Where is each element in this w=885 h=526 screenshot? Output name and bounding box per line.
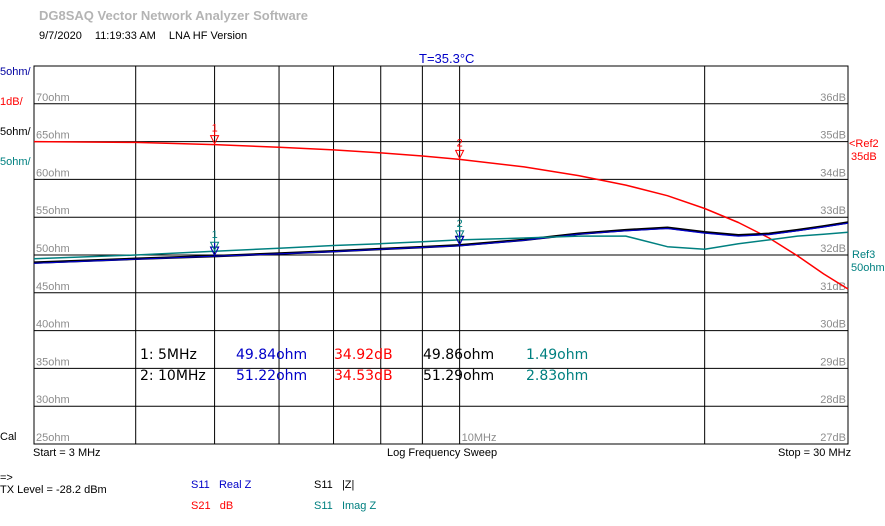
legend-param: S21 <box>191 500 211 512</box>
left-tick-label: 60ohm <box>36 167 70 179</box>
marker-2-label: 2 <box>457 218 463 230</box>
cal-label[interactable]: Cal <box>0 431 17 443</box>
right-tick-label: 29dB <box>820 356 846 368</box>
left-tick-label: 45ohm <box>36 281 70 293</box>
right-tick-label: 36dB <box>820 92 846 104</box>
app-title: DG8SAQ Vector Network Analyzer Software <box>39 8 308 23</box>
time-label: 11:19:33 AM <box>94 30 156 42</box>
legend-s11-absz[interactable]: S11 |Z| <box>314 479 354 491</box>
legend-s11-imagz[interactable]: S11 Imag Z <box>314 500 376 512</box>
marker-readout-absz: 49.86ohm <box>423 347 494 363</box>
left-scale-absz[interactable]: 5ohm/ <box>0 126 31 138</box>
right-tick-label: 32dB <box>820 243 846 255</box>
marker-readout-realz: 51.22ohm <box>236 368 307 384</box>
marker-readout-imagz: 1.49ohm <box>526 347 588 363</box>
start-frequency-label[interactable]: Start = 3 MHz <box>33 447 101 459</box>
x-tick-label: 10MHz <box>462 432 497 444</box>
arrow-indicator: => <box>0 472 13 484</box>
marker-readout-freq: 5MHz <box>158 347 197 363</box>
sweep-type-label[interactable]: Log Frequency Sweep <box>387 447 498 459</box>
right-tick-label: 27dB <box>820 432 846 444</box>
version-label: LNA HF Version <box>168 30 248 42</box>
ref2-value: 35dB <box>851 151 877 163</box>
left-tick-label: 55ohm <box>36 205 70 217</box>
meta-line: 9/7/2020 11:19:33 AM LNA HF Version <box>39 30 257 42</box>
marker-readout-marker: 2: <box>140 368 154 384</box>
right-tick-label: 34dB <box>820 167 846 179</box>
left-scale-s21[interactable]: 1dB/ <box>0 96 23 108</box>
legend-name: |Z| <box>341 479 355 491</box>
marker-readout-table: 1: 5MHz 49.84ohm 49.86ohm 34.92dB 1.49ohm 2: 10… <box>140 347 588 384</box>
right-tick-label: 33dB <box>820 205 846 217</box>
right-tick-label: 30dB <box>820 319 846 331</box>
ref3-value: 50ohm <box>851 262 885 274</box>
legend-param: S11 <box>191 479 210 491</box>
legend-param: S11 <box>314 479 333 491</box>
marker-readout-imagz: 2.83ohm <box>526 368 588 384</box>
temperature-label: T=35.3°C <box>419 51 475 66</box>
marker-1-label: 1 <box>212 229 218 241</box>
marker-2-label: 2 <box>457 137 463 149</box>
right-tick-label: 35dB <box>820 130 846 142</box>
marker-readout-s21: 34.53dB <box>334 368 393 384</box>
marker-readout-marker: 1: <box>140 347 154 363</box>
right-tick-label: 28dB <box>820 394 846 406</box>
legend-name: Real Z <box>218 479 252 491</box>
marker-readout-absz: 51.29ohm <box>423 368 494 384</box>
left-tick-label: 35ohm <box>36 356 70 368</box>
tx-level-label[interactable]: TX Level = -28.2 dBm <box>0 484 107 496</box>
marker-readout-s21: 34.92dB <box>334 347 393 363</box>
left-tick-label: 70ohm <box>36 92 70 104</box>
left-tick-label: 25ohm <box>36 432 70 444</box>
legend-s11-realz[interactable]: S11 Real Z <box>191 479 251 491</box>
date-label: 9/7/2020 <box>39 30 82 42</box>
ref2-label: <Ref2 <box>849 138 879 150</box>
trace-s21-db <box>33 140 849 290</box>
marker-1-label: 1 <box>212 123 218 135</box>
left-tick-label: 40ohm <box>36 319 70 331</box>
legend-param: S11 <box>314 500 333 512</box>
left-scale-imagz[interactable]: 5ohm/ <box>0 156 31 168</box>
legend-s21-db[interactable]: S21 dB <box>191 500 233 512</box>
left-tick-label: 50ohm <box>36 243 70 255</box>
trace-s11-imag-z <box>33 231 849 260</box>
marker-readout-realz: 49.84ohm <box>236 347 307 363</box>
legend-name: Imag Z <box>341 500 377 512</box>
stop-frequency-label[interactable]: Stop = 30 MHz <box>778 447 852 459</box>
trace-s11-z- <box>33 221 849 264</box>
marker-readout-freq: 10MHz <box>158 368 206 384</box>
ref3-label: Ref3 <box>852 249 875 261</box>
left-tick-label: 65ohm <box>36 130 70 142</box>
right-tick-label: 31dB <box>820 281 846 293</box>
left-scale-realz[interactable]: 5ohm/ <box>0 66 31 78</box>
marker-2-triangle <box>454 236 465 246</box>
legend-name: dB <box>219 500 234 512</box>
left-tick-label: 30ohm <box>36 394 70 406</box>
marker-1-triangle <box>209 246 220 257</box>
